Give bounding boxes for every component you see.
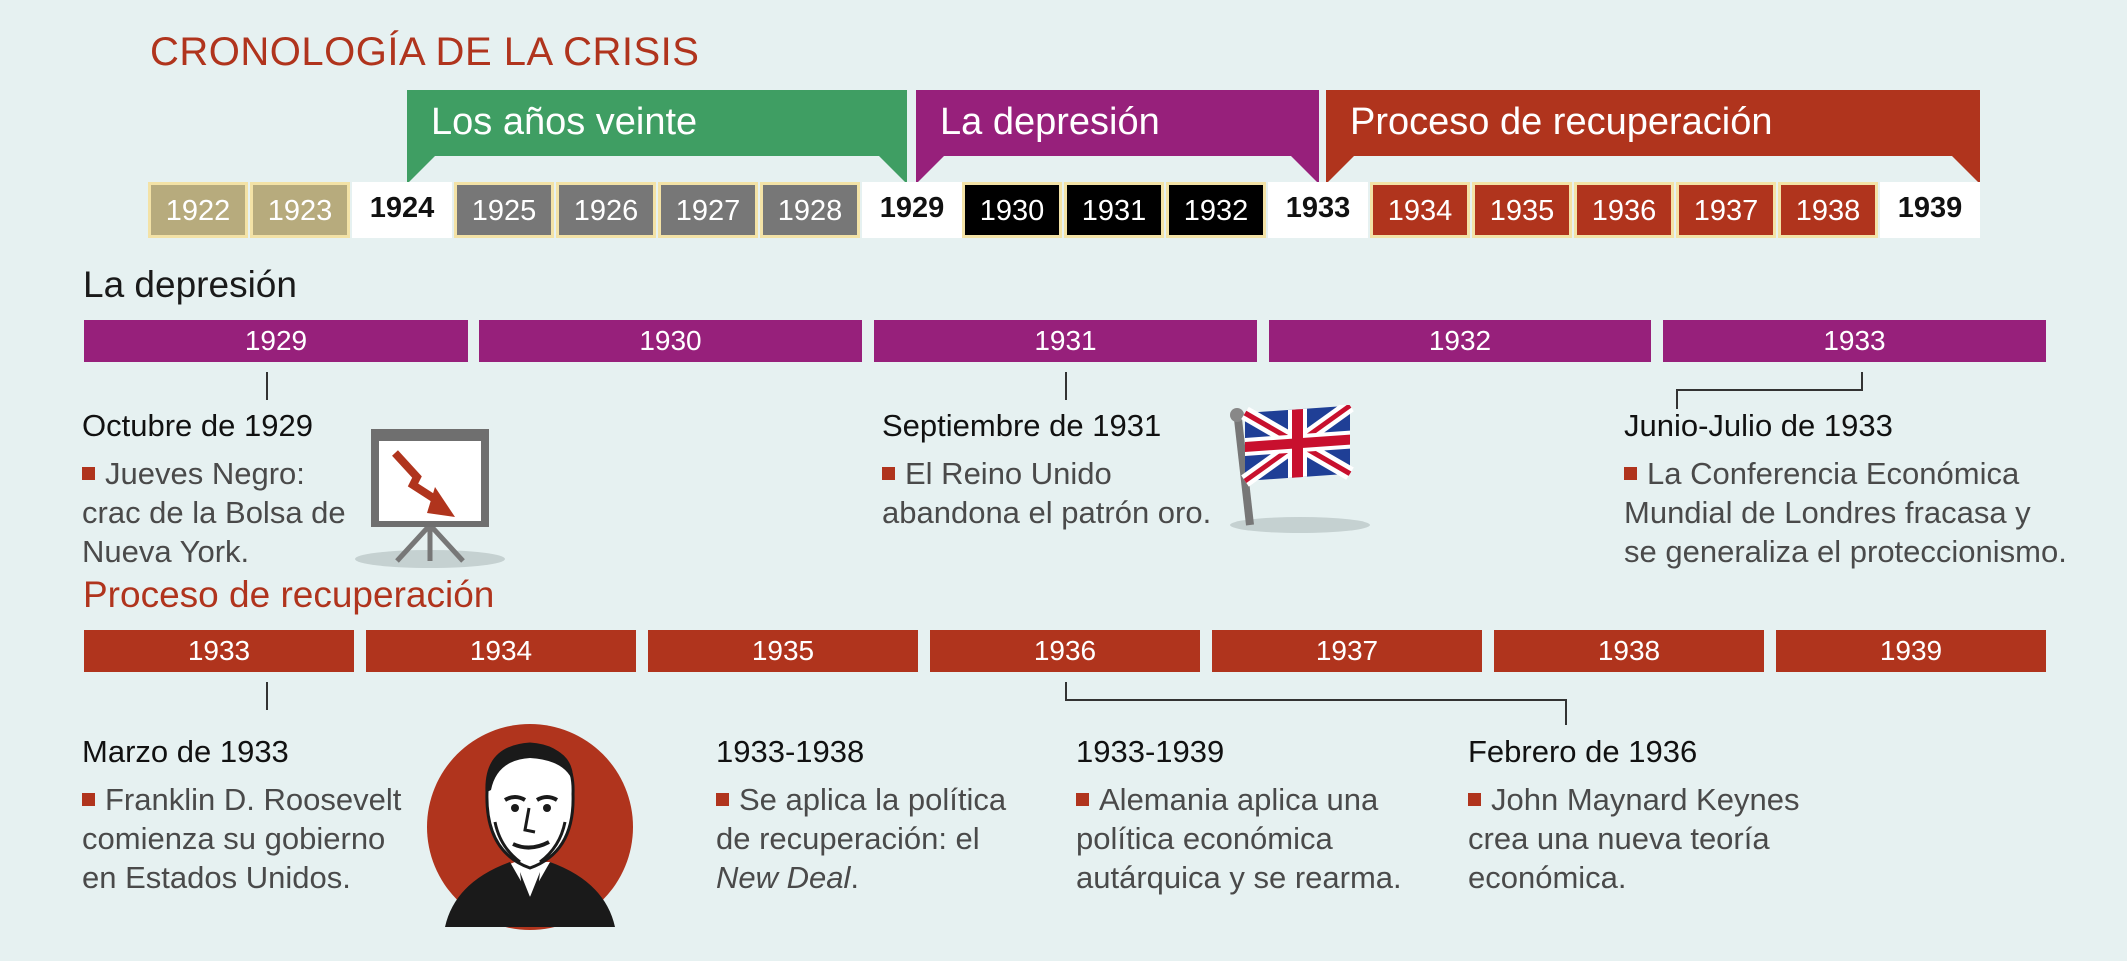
event-date: Marzo de 1933 bbox=[82, 734, 289, 769]
year-cell: 1939 bbox=[1880, 182, 1980, 238]
event-description: John Maynard Keynes crea una nueva teorí… bbox=[1468, 782, 1800, 895]
banner-proceso-de-recuperacion: Proceso de recuperación bbox=[1326, 90, 1980, 184]
event-date: Septiembre de 1931 bbox=[882, 408, 1162, 443]
event-date: 1933-1939 bbox=[1076, 734, 1225, 769]
recuperacion-bar-1935: 1935 bbox=[648, 630, 918, 672]
event-date: Octubre de 1929 bbox=[82, 408, 313, 443]
year-cell: 1935 bbox=[1472, 182, 1572, 238]
section-heading-depresion: La depresión bbox=[83, 264, 297, 305]
event-description: Se aplica la política de recuperación: e… bbox=[716, 782, 1007, 895]
year-cell: 1936 bbox=[1574, 182, 1674, 238]
banner-label: La depresión bbox=[940, 101, 1160, 143]
bullet-icon bbox=[82, 793, 95, 806]
year-cell: 1925 bbox=[454, 182, 554, 238]
bullet-icon bbox=[1624, 467, 1637, 480]
year-strip: 1922 1923 1924 1925 1926 1927 1928 1929 … bbox=[148, 182, 1981, 238]
event-date: Febrero de 1936 bbox=[1468, 734, 1698, 769]
depresion-bar-1932: 1932 bbox=[1269, 320, 1651, 362]
banner-label: Los años veinte bbox=[431, 101, 698, 143]
year-cell: 1930 bbox=[962, 182, 1062, 238]
connector bbox=[1065, 682, 1067, 700]
recuperacion-bar-1936: 1936 bbox=[930, 630, 1200, 672]
bullet-icon bbox=[716, 793, 729, 806]
connector bbox=[266, 372, 268, 400]
page-title: CRONOLOGÍA DE LA CRISIS bbox=[150, 30, 700, 74]
year-cell: 1934 bbox=[1370, 182, 1470, 238]
falling-chart-icon bbox=[355, 429, 505, 568]
recuperacion-bar-1933: 1933 bbox=[84, 630, 354, 672]
year-cell: 1937 bbox=[1676, 182, 1776, 238]
event-date: 1933-1938 bbox=[716, 734, 865, 769]
year-cell: 1923 bbox=[250, 182, 350, 238]
year-cell: 1926 bbox=[556, 182, 656, 238]
depresion-bar-1929: 1929 bbox=[84, 320, 468, 362]
depresion-bar-1931: 1931 bbox=[874, 320, 1257, 362]
connector bbox=[1565, 699, 1567, 725]
year-cell: 1924 bbox=[352, 182, 452, 238]
event-description: Franklin D. Roosevelt comienza su gobier… bbox=[82, 782, 402, 895]
event-date: Junio-Julio de 1933 bbox=[1624, 408, 1893, 443]
event-description: La Conferencia Económica Mundial de Lond… bbox=[1624, 456, 2067, 569]
banner-la-depresion: La depresión bbox=[916, 90, 1319, 184]
depresion-bar-1933: 1933 bbox=[1663, 320, 2046, 362]
bullet-icon bbox=[882, 467, 895, 480]
event-description: Jueves Negro: crac de la Bolsa de Nueva … bbox=[82, 456, 346, 569]
year-cell: 1931 bbox=[1064, 182, 1164, 238]
year-cell: 1932 bbox=[1166, 182, 1266, 238]
connector bbox=[266, 682, 268, 710]
recuperacion-bar-1937: 1937 bbox=[1212, 630, 1482, 672]
depresion-bar-1930: 1930 bbox=[479, 320, 862, 362]
year-cell: 1933 bbox=[1268, 182, 1368, 238]
union-jack-flag-icon bbox=[1230, 405, 1370, 533]
bullet-icon bbox=[1468, 793, 1481, 806]
event-description: Alemania aplica una política económica a… bbox=[1076, 782, 1402, 895]
connector bbox=[1861, 372, 1863, 390]
recuperacion-bar-1934: 1934 bbox=[366, 630, 636, 672]
connector bbox=[1065, 699, 1567, 701]
connector bbox=[1676, 389, 1863, 391]
roosevelt-portrait-icon bbox=[427, 724, 633, 930]
connector bbox=[1065, 372, 1067, 400]
event-description: El Reino Unido abandona el patrón oro. bbox=[882, 456, 1212, 530]
year-cell: 1929 bbox=[862, 182, 962, 238]
recuperacion-bar-1938: 1938 bbox=[1494, 630, 1764, 672]
connector bbox=[1676, 389, 1678, 409]
year-cell: 1927 bbox=[658, 182, 758, 238]
year-cell: 1922 bbox=[148, 182, 248, 238]
bullet-icon bbox=[1076, 793, 1089, 806]
year-cell: 1938 bbox=[1778, 182, 1878, 238]
banner-label: Proceso de recuperación bbox=[1350, 101, 1773, 143]
recuperacion-bar-1939: 1939 bbox=[1776, 630, 2046, 672]
bullet-icon bbox=[82, 467, 95, 480]
section-heading-recuperacion: Proceso de recuperación bbox=[83, 574, 495, 615]
banner-los-anos-veinte: Los años veinte bbox=[407, 90, 907, 184]
year-cell: 1928 bbox=[760, 182, 860, 238]
